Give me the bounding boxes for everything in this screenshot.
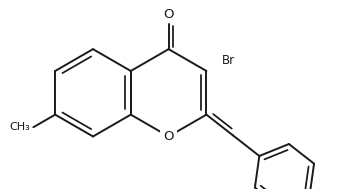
- Text: Br: Br: [222, 54, 235, 67]
- Text: O: O: [163, 130, 174, 143]
- Text: O: O: [163, 8, 174, 21]
- Text: O: O: [163, 130, 174, 143]
- Text: CH₃: CH₃: [9, 122, 30, 132]
